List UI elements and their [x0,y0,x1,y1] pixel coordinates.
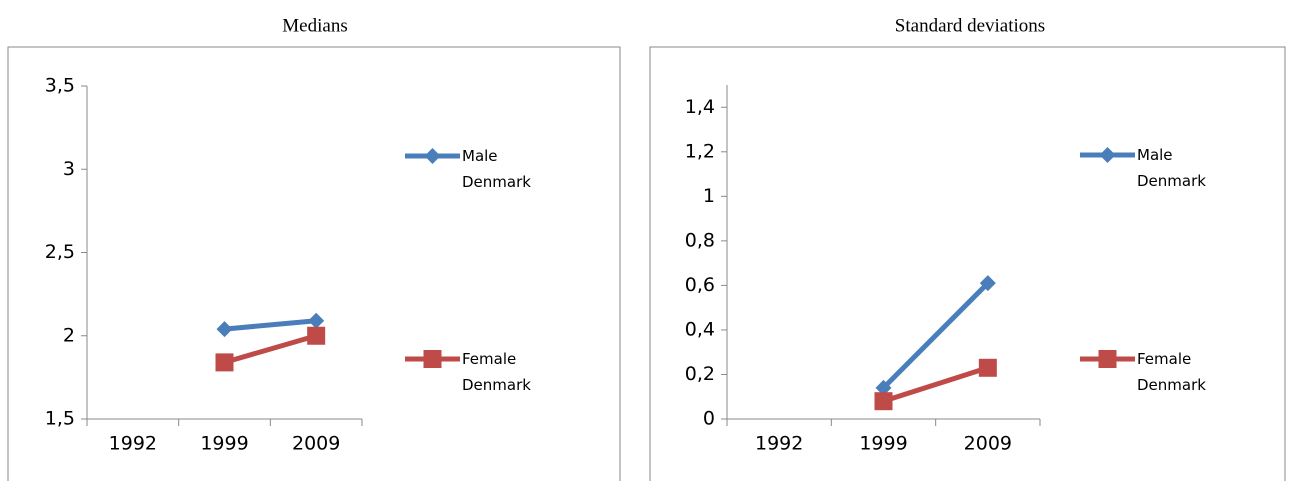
y-tick-label: 2,5 [45,241,75,263]
legend-label: Male Denmark [1137,146,1206,190]
marker [307,326,326,345]
chart-title: Standard deviations [895,15,1045,36]
x-tick-label: 2009 [964,433,1012,455]
y-tick-label: 0,4 [685,318,715,340]
x-tick-label: 1992 [109,433,157,455]
y-tick-label: 3,5 [45,75,75,97]
series-line [224,318,317,332]
legend-label: Female Denmark [462,350,531,394]
y-tick-label: 3 [63,158,75,180]
y-tick-label: 0 [703,408,715,430]
marker [216,321,233,338]
series-line [881,281,990,390]
y-tick-label: 0,6 [685,274,715,296]
y-tick-label: 0,2 [685,363,715,385]
legend-label: Female Denmark [1137,350,1206,394]
marker [424,148,441,164]
series-line [882,365,989,404]
marker [875,379,892,396]
x-tick-label: 2009 [292,433,340,455]
x-tick-label: 1992 [755,433,803,455]
y-tick-label: 0,8 [685,229,715,251]
series-line [223,333,317,365]
marker [1099,147,1116,163]
y-tick-label: 1 [703,185,715,207]
marker [308,312,325,329]
marker [874,392,893,411]
chart-border [649,46,1286,481]
marker [979,275,996,292]
chart-title: Medians [282,15,347,36]
marker [423,350,442,368]
marker [1098,350,1117,368]
y-tick-label: 1,2 [685,140,715,162]
x-tick-label: 1999 [859,433,907,455]
legend-label: Male Denmark [462,147,531,191]
marker [215,353,234,372]
y-tick-label: 2 [63,324,75,346]
marker [978,358,997,377]
chart-border [7,46,621,481]
y-tick-label: 1,5 [45,408,75,430]
y-tick-label: 1,4 [685,96,715,118]
x-tick-label: 1999 [200,433,248,455]
